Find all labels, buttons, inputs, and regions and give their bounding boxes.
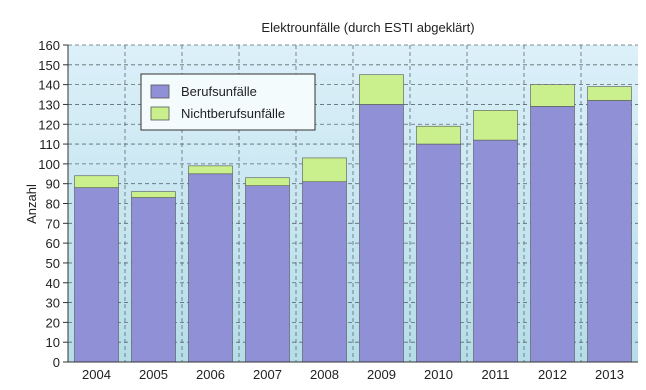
bar-segment-nichtberufsunfaelle [416,125,461,145]
bar-segment-nichtberufsunfaelle [188,165,233,175]
bar-segment-berufsunfaelle [74,187,119,363]
bar-segment-berufsunfaelle [587,100,632,363]
bar-segment-nichtberufsunfaelle [473,110,518,141]
x-tick-label: 2013 [595,367,624,382]
bar-segment-berufsunfaelle [359,104,404,363]
bar-segment-nichtberufsunfaelle [131,191,176,198]
x-tick-label: 2012 [538,367,567,382]
bar-segment-berufsunfaelle [302,181,347,363]
x-tick-label: 2011 [482,367,510,382]
y-tick-label: 50 [46,256,60,271]
x-tick-label: 2009 [367,367,396,382]
legend-swatch [150,106,170,121]
bar-segment-berufsunfaelle [131,197,176,363]
bar-segment-nichtberufsunfaelle [245,177,290,186]
y-tick-label: 110 [39,137,60,152]
chart-title: Elektrounfälle (durch ESTI abgeklärt) [261,20,474,35]
y-tick-label: 80 [46,197,60,212]
x-tick-label: 2007 [253,367,282,382]
y-tick-label: 160 [38,38,60,53]
y-tick-label: 10 [46,335,60,350]
y-tick-label: 120 [38,117,60,132]
x-tick-label: 2006 [196,367,225,382]
y-tick-label: 0 [53,355,60,370]
bar-segment-berufsunfaelle [188,173,233,363]
y-tick-label: 130 [38,97,60,112]
x-tick-label: 2004 [82,367,111,382]
x-tick-label: 2010 [424,367,453,382]
legend-label: Nichtberufsunfälle [181,106,285,121]
bar-segment-berufsunfaelle [245,185,290,363]
y-tick-label: 140 [38,78,60,93]
y-tick-label: 90 [46,177,60,192]
bar-segment-nichtberufsunfaelle [587,86,632,101]
y-tick-label: 70 [46,216,60,231]
y-tick-label: 150 [38,58,60,73]
y-tick-label: 100 [38,157,60,172]
bar-segment-nichtberufsunfaelle [530,84,575,107]
y-tick-label: 40 [46,276,60,291]
y-tick-label: 30 [46,296,60,311]
bar-segment-berufsunfaelle [473,139,518,363]
legend-swatch [150,84,170,99]
bar-segment-nichtberufsunfaelle [302,157,347,183]
y-axis-label: Anzahl [24,184,39,224]
legend-label: Berufsunfälle [181,84,257,99]
y-tick-label: 60 [46,236,60,251]
bar-segment-nichtberufsunfaelle [359,74,404,105]
bar-segment-berufsunfaelle [530,106,575,363]
bar-segment-berufsunfaelle [416,143,461,363]
x-tick-label: 2008 [310,367,339,382]
x-tick-label: 2005 [139,367,168,382]
legend-box [140,73,316,131]
y-tick-label: 20 [46,315,60,330]
bar-segment-nichtberufsunfaelle [74,175,119,188]
